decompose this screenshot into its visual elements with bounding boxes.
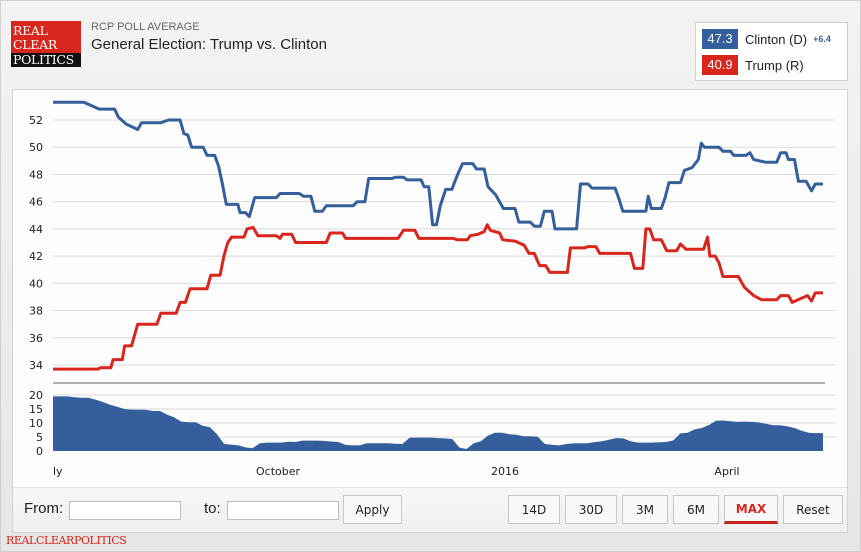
main-y-tick-label: 42	[29, 250, 43, 263]
legend-item-clinton: 47.3 Clinton (D) +6.4	[702, 29, 831, 49]
legend: 47.3 Clinton (D) +6.4 40.9 Trump (R)	[695, 22, 848, 81]
navigator-spread-area[interactable]	[53, 396, 823, 451]
logo-line-3: POLITICS	[13, 52, 74, 67]
x-tick-label: April	[714, 465, 739, 478]
legend-name-clinton: Clinton (D)	[745, 31, 808, 47]
main-y-axis: 34 36 38 40 42 44 46 48 50 52	[29, 114, 43, 372]
navigator-y-tick-label: 20	[29, 389, 43, 402]
main-y-tick-label: 34	[29, 359, 43, 372]
main-gridlines	[53, 119, 835, 366]
from-date-input[interactable]	[69, 501, 181, 520]
main-y-tick-label: 46	[29, 196, 43, 209]
legend-item-trump: 40.9 Trump (R)	[702, 55, 804, 75]
navigator-y-tick-label: 10	[29, 417, 43, 430]
main-y-tick-label: 52	[29, 114, 43, 127]
series-line-clinton[interactable]	[53, 100, 823, 231]
navigator-series	[53, 396, 823, 451]
main-y-tick-label: 40	[29, 277, 43, 290]
main-y-tick-label: 50	[29, 141, 43, 154]
x-tick-label: 2016	[491, 465, 519, 478]
logo-line-1: REAL	[13, 23, 48, 38]
navigator-y-tick-label: 15	[29, 403, 43, 416]
legend-value-trump: 40.9	[702, 55, 738, 75]
range-6m-button[interactable]: 6M	[673, 495, 719, 524]
main-y-tick-label: 48	[29, 168, 43, 181]
logo-red-block	[11, 21, 81, 53]
main-y-tick-label: 38	[29, 305, 43, 318]
x-tick-label: ly	[53, 465, 63, 478]
range-30d-button[interactable]: 30D	[565, 495, 617, 524]
range-max-button[interactable]: MAX	[724, 495, 778, 524]
rcp-logo[interactable]: REAL CLEAR POLITICS	[11, 21, 81, 67]
main-y-tick-label: 44	[29, 223, 43, 236]
reset-button[interactable]: Reset	[783, 495, 843, 524]
chart-panel: 34 36 38 40 42 44 46 48 50 52 0 5 10 15 20 ly October 2…	[12, 89, 848, 488]
x-tick-label: October	[256, 465, 300, 478]
x-axis: ly October 2016 April	[53, 465, 740, 478]
apply-button[interactable]: Apply	[343, 495, 402, 524]
navigator-y-tick-label: 5	[36, 431, 43, 444]
to-label: to:	[204, 500, 221, 517]
footer-brand[interactable]: REALCLEARPOLITICS	[6, 534, 127, 547]
chart-title: General Election: Trump vs. Clinton	[91, 36, 327, 53]
legend-name-trump: Trump (R)	[745, 57, 804, 73]
range-3m-button[interactable]: 3M	[622, 495, 668, 524]
legend-value-clinton: 47.3	[702, 29, 738, 49]
main-series	[53, 100, 823, 371]
to-date-input[interactable]	[227, 501, 339, 520]
navigator-y-tick-label: 0	[36, 445, 43, 458]
from-label: From:	[24, 500, 64, 517]
chart-subtitle: RCP POLL AVERAGE	[91, 21, 200, 33]
main-y-tick-label: 36	[29, 332, 43, 345]
legend-spread: +6.4	[813, 34, 831, 44]
range-controls: From: to: Apply 14D 30D 3M 6M MAX Reset	[12, 487, 848, 533]
logo-black-block	[11, 53, 81, 67]
logo-line-2: CLEAR	[13, 37, 57, 52]
series-line-trump[interactable]	[53, 223, 823, 371]
range-14d-button[interactable]: 14D	[508, 495, 560, 524]
